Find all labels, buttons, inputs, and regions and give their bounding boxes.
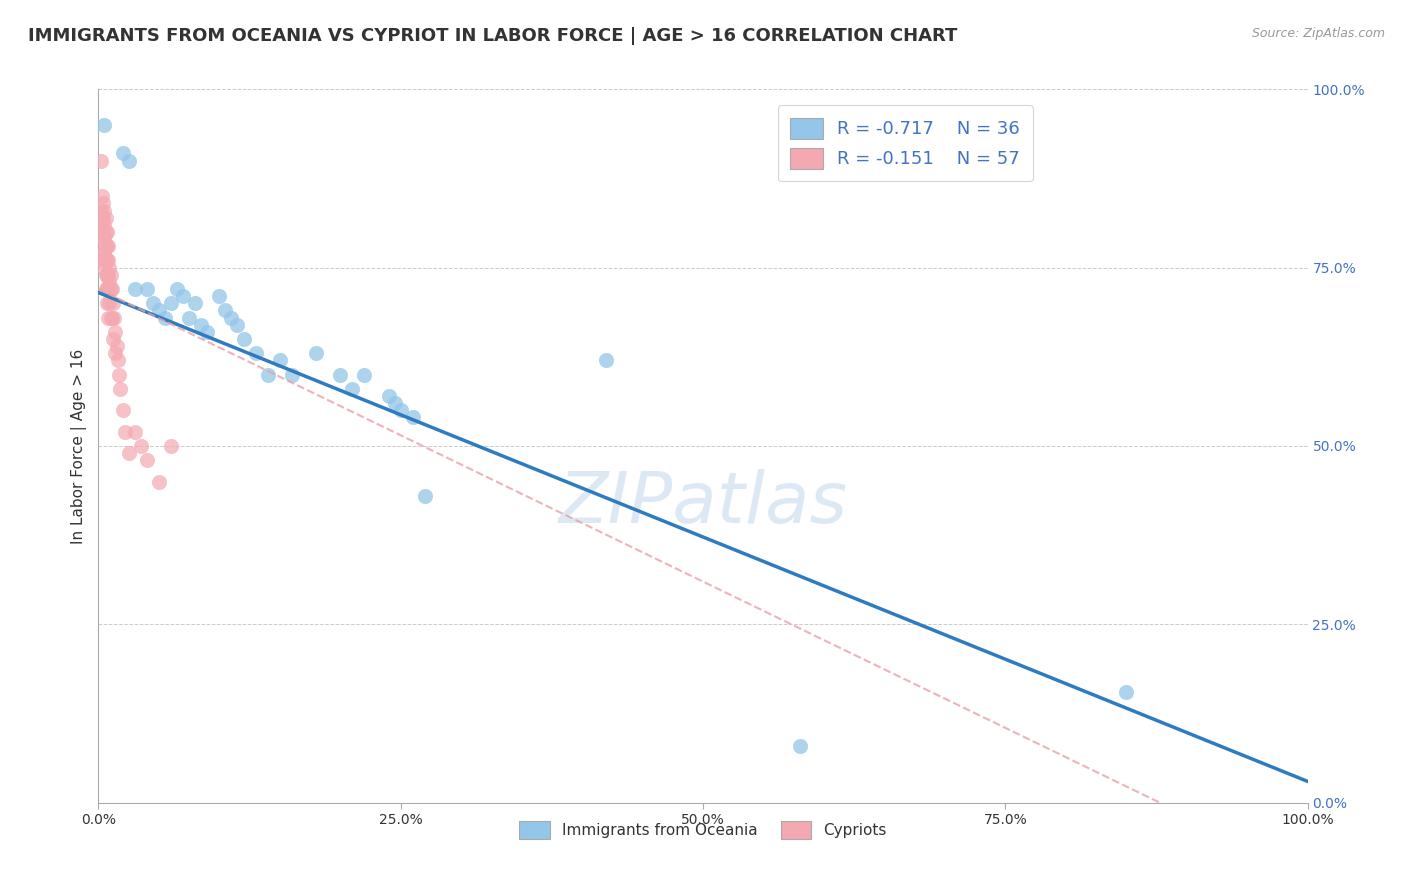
Point — [166, 282, 188, 296]
Point — [179, 310, 201, 325]
Point — [96, 282, 118, 296]
Point — [595, 353, 617, 368]
Point — [100, 268, 122, 282]
Point — [91, 253, 114, 268]
Point — [402, 410, 425, 425]
Point — [96, 296, 118, 310]
Point — [91, 189, 114, 203]
Point — [160, 296, 183, 310]
Point — [96, 268, 118, 282]
Point — [1115, 685, 1137, 699]
Point — [129, 439, 152, 453]
Point — [96, 253, 118, 268]
Point — [221, 310, 243, 325]
Point — [91, 225, 114, 239]
Point — [105, 339, 128, 353]
Point — [94, 268, 117, 282]
Point — [96, 239, 118, 253]
Point — [208, 289, 231, 303]
Point — [100, 310, 122, 325]
Point — [91, 232, 114, 246]
Point — [108, 368, 131, 382]
Point — [329, 368, 352, 382]
Point — [94, 282, 117, 296]
Point — [104, 325, 127, 339]
Point — [94, 225, 117, 239]
Point — [172, 289, 194, 303]
Point — [135, 282, 157, 296]
Point — [97, 253, 120, 268]
Point — [135, 453, 157, 467]
Point — [91, 211, 114, 225]
Point — [97, 310, 120, 325]
Point — [148, 303, 170, 318]
Point — [269, 353, 291, 368]
Point — [94, 211, 117, 225]
Point — [93, 118, 115, 132]
Point — [148, 475, 170, 489]
Point — [281, 368, 304, 382]
Point — [91, 246, 114, 260]
Point — [353, 368, 375, 382]
Point — [342, 382, 364, 396]
Point — [195, 325, 218, 339]
Point — [214, 303, 236, 318]
Point — [93, 260, 115, 275]
Point — [100, 310, 122, 325]
Point — [97, 239, 120, 253]
Point — [305, 346, 328, 360]
Point — [114, 425, 136, 439]
Point — [98, 296, 121, 310]
Point — [160, 439, 183, 453]
Point — [100, 282, 122, 296]
Point — [94, 239, 117, 253]
Text: Source: ZipAtlas.com: Source: ZipAtlas.com — [1251, 27, 1385, 40]
Point — [101, 332, 124, 346]
Point — [153, 310, 176, 325]
Point — [111, 146, 134, 161]
Point — [97, 282, 120, 296]
Point — [103, 310, 125, 325]
Point — [101, 296, 124, 310]
Point — [93, 232, 115, 246]
Point — [91, 196, 114, 211]
Point — [90, 153, 112, 168]
Point — [97, 268, 120, 282]
Point — [94, 253, 117, 268]
Point — [389, 403, 412, 417]
Point — [256, 368, 278, 382]
Point — [245, 346, 267, 360]
Text: IMMIGRANTS FROM OCEANIA VS CYPRIOT IN LABOR FORCE | AGE > 16 CORRELATION CHART: IMMIGRANTS FROM OCEANIA VS CYPRIOT IN LA… — [28, 27, 957, 45]
Point — [90, 203, 112, 218]
Point — [98, 275, 121, 289]
Point — [93, 203, 115, 218]
Point — [226, 318, 249, 332]
Point — [413, 489, 436, 503]
Point — [93, 246, 115, 260]
Point — [377, 389, 399, 403]
Point — [118, 446, 141, 460]
Legend: Immigrants from Oceania, Cypriots: Immigrants from Oceania, Cypriots — [513, 815, 893, 845]
Point — [190, 318, 212, 332]
Point — [100, 282, 122, 296]
Point — [98, 260, 121, 275]
Point — [124, 282, 146, 296]
Point — [91, 211, 114, 225]
Point — [93, 218, 115, 232]
Point — [108, 382, 131, 396]
Point — [232, 332, 254, 346]
Point — [142, 296, 165, 310]
Point — [384, 396, 406, 410]
Point — [118, 153, 141, 168]
Point — [111, 403, 134, 417]
Point — [789, 739, 811, 753]
Point — [96, 225, 118, 239]
Point — [184, 296, 207, 310]
Point — [104, 346, 127, 360]
Text: ZIPatlas: ZIPatlas — [558, 468, 848, 538]
Point — [107, 353, 129, 368]
Y-axis label: In Labor Force | Age > 16: In Labor Force | Age > 16 — [72, 349, 87, 543]
Point — [124, 425, 146, 439]
